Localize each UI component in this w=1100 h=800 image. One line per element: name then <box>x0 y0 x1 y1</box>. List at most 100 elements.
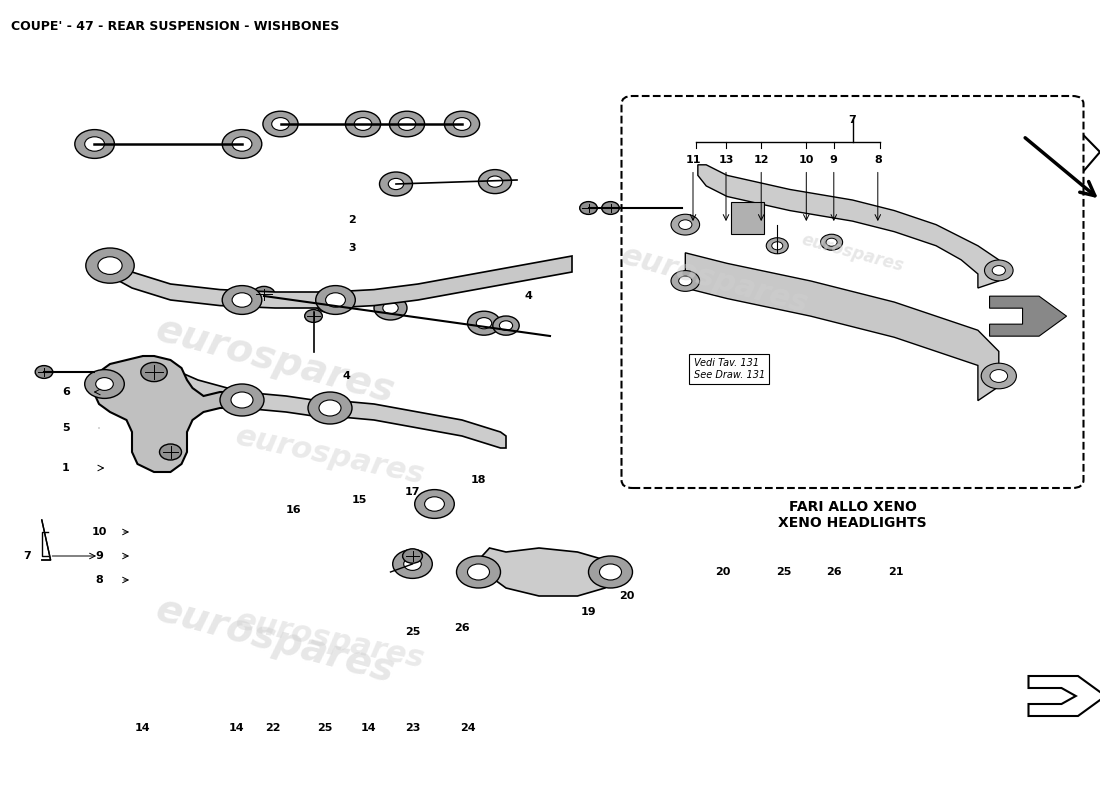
Circle shape <box>345 111 381 137</box>
PathPatch shape <box>143 356 330 416</box>
Bar <box>732 202 764 234</box>
Text: 3: 3 <box>349 243 355 253</box>
Circle shape <box>319 400 341 416</box>
Circle shape <box>588 556 632 588</box>
Text: eurospares: eurospares <box>233 422 427 490</box>
Text: eurospares: eurospares <box>152 590 398 690</box>
PathPatch shape <box>330 400 506 448</box>
PathPatch shape <box>110 256 330 308</box>
PathPatch shape <box>682 144 1012 332</box>
Circle shape <box>499 321 513 330</box>
Circle shape <box>220 384 264 416</box>
Circle shape <box>444 111 480 137</box>
Text: 18: 18 <box>471 475 486 485</box>
PathPatch shape <box>685 253 999 401</box>
Circle shape <box>308 392 352 424</box>
Circle shape <box>821 234 843 250</box>
Circle shape <box>305 310 322 322</box>
Text: Vedi Tav. 131
See Draw. 131: Vedi Tav. 131 See Draw. 131 <box>694 358 764 380</box>
Text: 26: 26 <box>454 623 470 633</box>
Circle shape <box>487 176 503 187</box>
Text: 16: 16 <box>286 506 301 515</box>
Text: 25: 25 <box>317 723 332 733</box>
Text: 7: 7 <box>23 551 32 561</box>
Text: eurospares: eurospares <box>233 606 427 674</box>
Text: 26: 26 <box>826 567 842 577</box>
Circle shape <box>141 362 167 382</box>
Circle shape <box>403 549 422 563</box>
Circle shape <box>425 497 444 511</box>
Circle shape <box>383 302 398 314</box>
Circle shape <box>990 370 1008 382</box>
Circle shape <box>894 237 914 251</box>
Text: 25: 25 <box>777 567 792 577</box>
Circle shape <box>354 118 372 130</box>
Circle shape <box>232 137 252 151</box>
Circle shape <box>698 204 754 244</box>
Text: 10: 10 <box>799 155 814 165</box>
Circle shape <box>231 392 253 408</box>
PathPatch shape <box>697 165 999 288</box>
Text: 4: 4 <box>342 371 351 381</box>
Circle shape <box>389 111 425 137</box>
Text: 13: 13 <box>718 155 734 165</box>
Circle shape <box>98 257 122 274</box>
Text: 1: 1 <box>62 463 70 473</box>
Text: 15: 15 <box>352 495 367 505</box>
Text: eurospares: eurospares <box>618 241 812 319</box>
Circle shape <box>476 318 492 329</box>
Circle shape <box>679 220 692 230</box>
Circle shape <box>35 366 53 378</box>
Circle shape <box>706 230 746 258</box>
Circle shape <box>75 130 114 158</box>
Text: 23: 23 <box>405 723 420 733</box>
Text: 24: 24 <box>460 723 475 733</box>
Circle shape <box>992 266 1005 275</box>
Text: 14: 14 <box>135 723 151 733</box>
Text: 8: 8 <box>95 575 103 585</box>
Circle shape <box>918 204 974 244</box>
Circle shape <box>85 137 104 151</box>
Circle shape <box>404 558 421 570</box>
Text: 22: 22 <box>265 723 280 733</box>
Circle shape <box>493 316 519 335</box>
Circle shape <box>415 490 454 518</box>
Text: 19: 19 <box>581 607 596 617</box>
Circle shape <box>826 237 846 251</box>
Circle shape <box>826 238 837 246</box>
Text: 21: 21 <box>888 567 903 577</box>
PathPatch shape <box>1028 676 1100 716</box>
Circle shape <box>453 118 471 130</box>
Text: 9: 9 <box>95 551 103 561</box>
PathPatch shape <box>330 256 572 308</box>
Circle shape <box>322 295 338 306</box>
Circle shape <box>388 178 404 190</box>
Text: 2: 2 <box>348 215 356 225</box>
Text: 25: 25 <box>405 627 420 637</box>
Circle shape <box>600 564 621 580</box>
Circle shape <box>326 293 345 307</box>
Circle shape <box>253 286 275 302</box>
Circle shape <box>222 130 262 158</box>
Circle shape <box>772 242 783 250</box>
Text: 5: 5 <box>63 423 69 433</box>
Text: 8: 8 <box>873 155 882 165</box>
Circle shape <box>222 286 262 314</box>
Circle shape <box>232 293 252 307</box>
Circle shape <box>816 230 856 258</box>
Text: 4: 4 <box>524 291 532 301</box>
Circle shape <box>884 230 924 258</box>
Circle shape <box>679 276 692 286</box>
Circle shape <box>671 270 700 291</box>
Text: 20: 20 <box>715 567 730 577</box>
Circle shape <box>984 260 1013 281</box>
Text: 14: 14 <box>361 723 376 733</box>
Circle shape <box>316 286 355 314</box>
Circle shape <box>580 202 597 214</box>
Circle shape <box>780 237 800 251</box>
Circle shape <box>456 556 501 588</box>
Circle shape <box>379 172 412 196</box>
Circle shape <box>767 238 789 254</box>
FancyBboxPatch shape <box>621 96 1084 488</box>
PathPatch shape <box>478 548 610 596</box>
